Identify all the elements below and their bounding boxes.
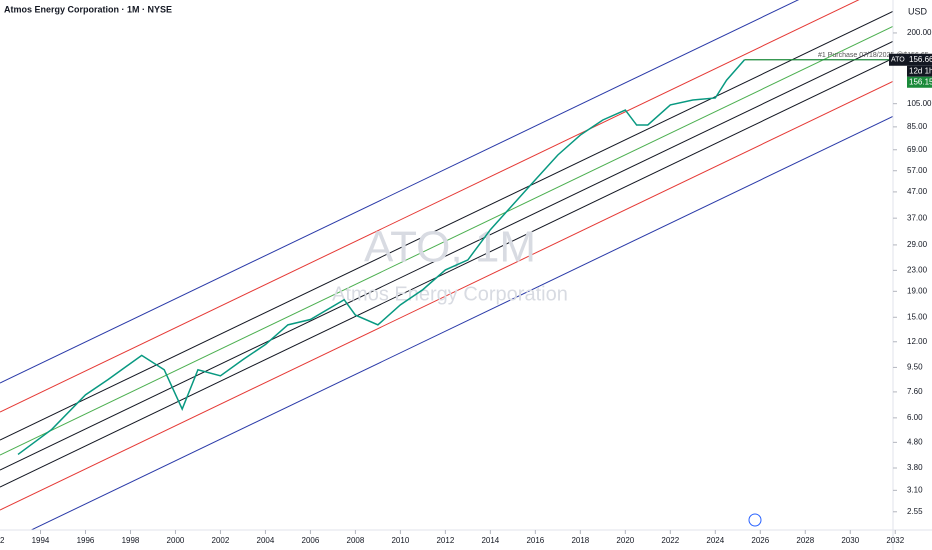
y-tick-label: 4.80 — [907, 437, 923, 446]
alert-icon[interactable] — [748, 513, 762, 527]
y-tick-label: 9.50 — [907, 363, 923, 372]
mark-price-bg — [907, 76, 932, 88]
watermark-subtitle: Atmos Energy Corporation — [332, 283, 568, 305]
countdown-bg — [907, 65, 932, 77]
price-line — [17, 59, 746, 456]
x-tick-label: 2010 — [391, 536, 409, 545]
y-tick-label: 37.00 — [907, 213, 928, 222]
channel-line — [0, 25, 893, 456]
mark-price: 156.15 — [909, 77, 932, 86]
x-tick-label: 2014 — [481, 536, 499, 545]
x-tick-label: 2022 — [661, 536, 679, 545]
channel-line — [0, 0, 800, 384]
y-tick-label: 69.00 — [907, 145, 928, 154]
channel-line — [0, 80, 893, 511]
x-tick-label: 2016 — [526, 536, 544, 545]
x-tick-label: 2006 — [302, 536, 320, 545]
x-tick-label: 1998 — [122, 536, 140, 545]
watermark: ATO, 1M — [364, 223, 536, 272]
y-tick-label: 12.00 — [907, 337, 928, 346]
y-tick-label: 2.55 — [907, 507, 923, 516]
price-tag: 156.66 — [909, 55, 932, 64]
y-tick-label: 105.00 — [907, 99, 932, 108]
x-tick-label: 1996 — [77, 536, 95, 545]
x-tick-label: 2024 — [706, 536, 724, 545]
y-tick-label: 6.00 — [907, 413, 923, 422]
x-tick-label: 2004 — [257, 536, 275, 545]
y-tick-label: 23.00 — [907, 265, 928, 274]
y-tick-label: 85.00 — [907, 122, 928, 131]
y-tick-label: 15.00 — [907, 312, 928, 321]
y-tick-label: 47.00 — [907, 187, 928, 196]
channel-line — [0, 10, 893, 441]
y-tick-label: 29.00 — [907, 240, 928, 249]
x-tick-label: 2002 — [212, 536, 230, 545]
ticker-tag-bg — [889, 53, 907, 66]
x-tick-label: 1994 — [32, 536, 50, 545]
x-tick-label: 2000 — [167, 536, 185, 545]
x-tick-label: 2012 — [436, 536, 454, 545]
x-tick-label: 2030 — [841, 536, 859, 545]
channel-line — [30, 115, 893, 530]
annotation: #1 Purchase 07/18/2025 @$156.65 — [818, 52, 929, 59]
y-tick-label: 3.80 — [907, 463, 923, 472]
x-tick-label: 2028 — [796, 536, 814, 545]
y-tick-label: 57.00 — [907, 166, 928, 175]
x-tick-label: 2032 — [886, 536, 904, 545]
x-tick-label: 2026 — [751, 536, 769, 545]
x-tick-label: 1992 — [0, 536, 5, 545]
channel-line — [0, 57, 893, 488]
price-tag-bg — [907, 53, 932, 66]
chart-title: Atmos Energy Corporation · 1M · NYSE — [4, 4, 172, 14]
ticker-tag: ATO — [891, 57, 905, 64]
y-tick-label: 200.00 — [907, 28, 932, 37]
countdown: 12d 1h — [909, 66, 932, 75]
channel-drawings — [0, 0, 893, 530]
channel-line — [0, 0, 860, 413]
currency: USD — [908, 6, 928, 16]
x-tick-label: 2008 — [347, 536, 365, 545]
x-tick-label: 2018 — [571, 536, 589, 545]
channel-line — [0, 40, 893, 471]
x-tick-label: 2020 — [616, 536, 634, 545]
y-tick-label: 19.00 — [907, 286, 928, 295]
y-tick-label: 7.60 — [907, 387, 923, 396]
y-tick-label: 3.10 — [907, 485, 923, 494]
